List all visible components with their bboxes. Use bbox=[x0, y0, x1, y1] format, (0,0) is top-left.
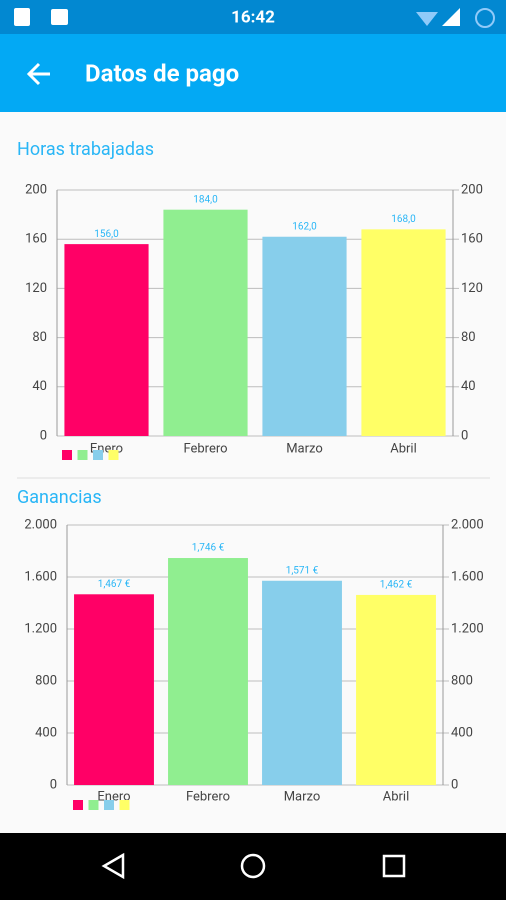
legend-swatch bbox=[93, 450, 103, 460]
y-tick-label: 80 bbox=[32, 330, 47, 345]
value-label: 1,462 € bbox=[380, 580, 413, 591]
legend-swatch bbox=[108, 450, 119, 460]
y-tick-label: 40 bbox=[32, 379, 47, 394]
y-tick-label: 2.000 bbox=[24, 517, 57, 532]
bar bbox=[74, 594, 154, 785]
y-tick-label: 400 bbox=[35, 725, 57, 740]
bar bbox=[64, 244, 149, 436]
legend-swatch bbox=[77, 450, 88, 460]
y2-tick-label: 2.000 bbox=[451, 517, 484, 532]
value-label: 1,467 € bbox=[98, 579, 131, 590]
y2-tick-label: 1.600 bbox=[451, 569, 484, 584]
image-icon bbox=[51, 9, 68, 25]
y-tick-label: 1.600 bbox=[24, 569, 57, 584]
y2-tick-label: 0 bbox=[461, 428, 468, 443]
y-tick-label: 200 bbox=[25, 182, 47, 197]
y2-tick-label: 120 bbox=[461, 281, 483, 296]
bar bbox=[356, 594, 436, 785]
value-label: 184,0 bbox=[193, 194, 218, 205]
x-tick-label: Febrero bbox=[183, 441, 227, 456]
nav-recent[interactable] bbox=[382, 854, 406, 878]
y-tick-label: 0 bbox=[50, 777, 57, 792]
x-tick-label: Marzo bbox=[286, 441, 323, 456]
x-tick-label: Abril bbox=[383, 789, 410, 804]
y2-tick-label: 800 bbox=[451, 673, 473, 688]
nav-bar bbox=[0, 833, 506, 900]
bar bbox=[262, 580, 342, 785]
x-tick-label: Febrero bbox=[186, 789, 230, 804]
legend-swatch bbox=[119, 800, 130, 810]
y2-tick-label: 400 bbox=[451, 725, 473, 740]
y2-tick-label: 160 bbox=[461, 232, 483, 247]
value-label: 156,0 bbox=[94, 229, 119, 240]
value-label: 168,0 bbox=[391, 214, 416, 225]
nav-home[interactable] bbox=[240, 853, 266, 879]
legend-swatch bbox=[104, 800, 114, 810]
x-tick-label: Marzo bbox=[284, 789, 321, 804]
bar bbox=[168, 558, 248, 785]
status-time: 16:42 bbox=[231, 7, 275, 27]
bar bbox=[262, 236, 347, 436]
wifi-icon bbox=[416, 12, 438, 26]
value-label: 162,0 bbox=[292, 221, 317, 232]
signal-icon bbox=[442, 8, 460, 26]
notification-icon bbox=[14, 8, 30, 26]
chart-title: Ganancias bbox=[17, 487, 102, 508]
y-tick-label: 800 bbox=[35, 673, 57, 688]
nav-back[interactable] bbox=[101, 852, 125, 880]
y-tick-label: 160 bbox=[25, 232, 47, 247]
app-bar bbox=[0, 34, 506, 112]
back-button[interactable] bbox=[26, 62, 50, 86]
y2-tick-label: 1.200 bbox=[451, 621, 484, 636]
y-tick-label: 120 bbox=[25, 281, 47, 296]
legend-swatch bbox=[62, 450, 72, 460]
y2-tick-label: 40 bbox=[461, 379, 476, 394]
y-tick-label: 0 bbox=[40, 428, 47, 443]
legend-swatch bbox=[73, 800, 83, 810]
bar bbox=[163, 209, 248, 436]
app-title: Datos de pago bbox=[85, 59, 239, 87]
value-label: 1,571 € bbox=[286, 565, 319, 576]
battery-icon bbox=[475, 8, 495, 28]
chart-title: Horas trabajadas bbox=[17, 139, 154, 160]
x-tick-label: Abril bbox=[390, 441, 417, 456]
legend-swatch bbox=[88, 800, 99, 810]
y2-tick-label: 200 bbox=[461, 182, 483, 197]
y2-tick-label: 80 bbox=[461, 330, 476, 345]
y2-tick-label: 0 bbox=[451, 777, 458, 792]
bar bbox=[361, 229, 446, 436]
value-label: 1,746 € bbox=[192, 543, 225, 554]
y-tick-label: 1.200 bbox=[24, 621, 57, 636]
